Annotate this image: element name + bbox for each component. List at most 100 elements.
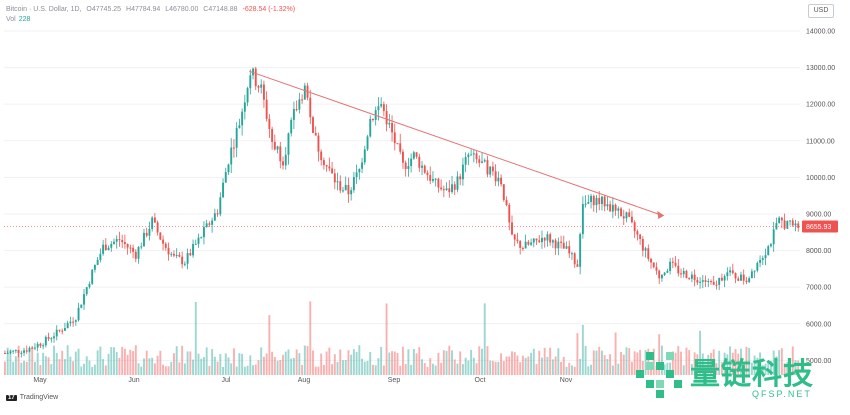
candle: [775, 223, 778, 230]
volume-bar: [88, 360, 91, 375]
currency-button[interactable]: USD: [808, 4, 834, 18]
candle: [213, 213, 216, 221]
candle: [445, 188, 448, 191]
volume-bar: [497, 361, 500, 375]
volume-bar: [20, 362, 23, 375]
volume-bar: [42, 352, 45, 375]
candle: [680, 273, 682, 275]
candle: [549, 234, 552, 243]
tradingview-label: TradingView: [19, 394, 59, 401]
volume-bar: [636, 352, 639, 375]
volume-bar: [511, 351, 513, 375]
volume-bar: [151, 357, 154, 375]
volume-bar: [737, 353, 740, 375]
volume-bar: [521, 355, 524, 375]
volume-bar: [80, 366, 83, 375]
x-tick-label: May: [33, 377, 47, 384]
candle: [527, 241, 530, 245]
candle: [265, 99, 268, 119]
volume-bar: [617, 363, 620, 375]
volume-bar: [658, 334, 661, 375]
volume-bar: [761, 365, 764, 375]
volume-bar: [232, 348, 235, 375]
candle: [412, 152, 415, 159]
volume-bar: [606, 358, 609, 375]
volume-bar: [742, 364, 745, 375]
candle: [674, 262, 677, 266]
tradingview-brand[interactable]: 17 TradingView: [6, 394, 58, 401]
candle: [554, 240, 557, 249]
volume-bar: [571, 365, 573, 375]
candle: [625, 212, 628, 219]
candle: [148, 228, 151, 236]
trendline: [249, 70, 659, 215]
ohlc-close: C47148.88: [203, 6, 238, 13]
volume-bar: [175, 346, 178, 375]
volume-bar: [298, 353, 301, 375]
volume-bar: [748, 347, 751, 375]
y-tick-label: 13000.00: [806, 65, 835, 72]
volume-bar: [99, 346, 102, 375]
candle: [576, 264, 579, 267]
volume-bar: [306, 346, 309, 375]
candle: [4, 353, 6, 355]
y-tick-label: 7000.00: [806, 285, 831, 292]
volume-bar: [352, 349, 355, 375]
candle: [652, 262, 655, 268]
volume-bar: [603, 355, 606, 375]
candle: [467, 154, 470, 158]
x-tick-label: Nov: [560, 377, 573, 384]
candle: [382, 104, 385, 112]
candle: [110, 243, 113, 248]
volume-bar: [750, 362, 753, 375]
volume-bar: [85, 356, 88, 375]
volume-bar: [173, 353, 175, 375]
volume-bar: [592, 350, 595, 375]
candle: [230, 147, 233, 165]
volume-bar: [134, 345, 137, 375]
volume-bar: [625, 347, 628, 375]
candle: [183, 263, 186, 265]
candle: [385, 111, 388, 125]
candle: [579, 234, 582, 267]
candle: [314, 132, 317, 136]
volume-bar: [554, 356, 557, 375]
candle: [363, 149, 366, 163]
volume-bar: [203, 357, 205, 375]
volume-bar: [126, 354, 129, 375]
candle: [592, 195, 595, 206]
candle: [317, 135, 320, 152]
volume-bar: [538, 350, 541, 375]
volume-bar: [783, 363, 786, 375]
volume-bar: [451, 350, 453, 375]
volume-bar: [271, 351, 274, 375]
candle: [282, 161, 284, 166]
volume-bar: [222, 366, 224, 375]
x-tick-label: Oct: [475, 377, 486, 384]
volume-bar: [794, 360, 797, 375]
volume-bar: [753, 355, 756, 375]
volume-bar: [786, 362, 789, 375]
volume-bar: [61, 350, 64, 375]
volume-bar: [527, 356, 530, 375]
volume-bar: [707, 354, 710, 375]
volume-bar: [320, 353, 323, 375]
volume-legend: Vol 228: [6, 16, 30, 23]
candle: [295, 109, 298, 111]
volume-bar: [262, 356, 265, 375]
candle: [80, 304, 83, 308]
candle: [39, 343, 42, 346]
volume-bar: [14, 356, 17, 375]
candle: [505, 200, 508, 205]
volume-bar: [595, 350, 598, 375]
candle: [257, 86, 260, 88]
candle: [426, 172, 429, 176]
volume-bar: [541, 357, 543, 375]
candle: [573, 253, 576, 265]
candle: [464, 157, 467, 165]
candle: [344, 184, 347, 191]
candle: [17, 350, 20, 353]
volume-bar: [584, 346, 587, 375]
